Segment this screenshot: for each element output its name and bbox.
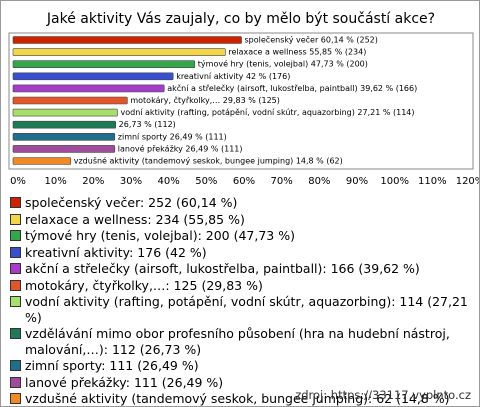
legend-item: kreativní aktivity: 176 (42 %) [9,245,471,261]
x-tick-label: 120% [456,176,479,187]
bar [12,48,226,56]
legend-text: vodní aktivity (rafting, potápění, vodní… [25,294,468,325]
value-label: týmové hry (tenis, volejbal) 47,73 % (20… [198,59,368,69]
legend-item: vzdušné aktivity (tandemový seskok, bung… [9,391,471,406]
value-label: akční a střelečky (airsoft, lukostřelba,… [167,83,417,93]
legend-item: akční a střelečky (airsoft, lukostřelba,… [9,261,471,277]
value-label: relaxace a wellness 55,85 % (234) [228,48,366,57]
value-label: 26,73 % (112) [119,120,176,129]
legend-text: kreativní aktivity: 176 (42 %) [25,244,207,260]
value-label: zimní sporty 26,49 % (111) [118,132,227,141]
value-label: vzdušné aktivity (tandemový seskok, bung… [74,156,343,166]
bar [12,60,196,69]
x-tick-label: 70% [271,176,293,187]
legend-swatch [10,213,21,225]
x-tick-label: 90% [346,176,368,187]
chart-title: Jaké aktivity Vás zaujaly, co by mělo bý… [46,11,435,27]
bar [12,108,118,117]
legend-text: relaxace a wellness: 234 (55,85 %) [25,211,245,227]
x-tick-label: 80% [308,176,330,187]
legend-swatch [10,197,21,208]
legend-item: lanové překážky: 111 (26,49 %) [9,375,471,391]
legend-text: zimní sporty: 111 (26,49 %) [25,358,199,373]
bar [12,84,165,93]
bar [12,133,116,141]
legend: společenský večer: 252 (60,14 %) relaxace… [9,195,471,406]
x-tick-label: 30% [120,176,142,187]
legend-swatch [10,360,21,371]
legend-item: společenský večer: 252 (60,14 %) [9,195,471,211]
legend-item: týmové hry (tenis, volejbal): 200 (47,73… [9,228,471,244]
legend-item: zimní sporty: 111 (26,49 %) [9,358,471,374]
bar [12,96,128,105]
legend-item: vzdělávání mimo obor profesního působení… [9,326,471,357]
bar [12,36,242,44]
legend-swatch [10,279,21,291]
chart: Jaké aktivity Vás zaujaly, co by mělo bý… [8,11,479,187]
bar [12,145,116,153]
bar [12,120,116,129]
legend-text: týmové hry (tenis, volejbal): 200 (47,73… [25,228,295,243]
value-label: lanové překážky 26,49 % (111) [118,143,243,153]
legend-swatch [10,393,21,404]
x-tick-label: 100% [380,176,409,187]
legend-text: společenský večer: 252 (60,14 %) [25,195,238,210]
legend-swatch [10,263,21,274]
legend-text: lanové překážky: 111 (26,49 %) [25,374,224,390]
value-label: vodní aktivity (rafting, potápění, vodní… [120,108,414,117]
legend-item: relaxace a wellness: 234 (55,85 %) [9,212,471,228]
x-tick-label: 40% [158,176,180,187]
legend-text: akční a střelečky (airsoft, lukostřelba,… [25,261,420,276]
plot-frame [8,32,474,170]
value-label: společenský večer 60,14 % (252) [245,35,378,45]
legend-swatch [10,296,21,307]
x-tick-label: 0% [10,176,26,187]
bar [12,157,72,165]
value-label: kreativní aktivity 42 % (176) [176,72,290,81]
legend-text: motokáry, čtyřkolky,…: 125 (29,83 %) [25,277,263,293]
source: zdroj: https://33117.vyplnto.cz [295,388,471,402]
legend-swatch [10,376,21,388]
x-tick-label: 50% [195,176,217,187]
x-tick-label: 60% [233,176,255,187]
bar [12,72,174,81]
x-tick-label: 10% [45,176,67,187]
legend-item: motokáry, čtyřkolky,…: 125 (29,83 %) [9,278,471,294]
legend-swatch [10,230,21,241]
legend-item: vodní aktivity (rafting, potápění, vodní… [9,294,471,325]
x-tick-label: 20% [82,176,104,187]
x-tick-label: 110% [418,176,447,187]
legend-text: vzdušné aktivity (tandemový seskok, bung… [25,391,450,406]
legend-swatch [10,328,21,339]
value-label: motokáry, čtyřkolky,… 29,83 % (125) [130,95,280,105]
legend-text: vzdělávání mimo obor profesního působení… [25,326,450,357]
legend-swatch [10,246,21,258]
